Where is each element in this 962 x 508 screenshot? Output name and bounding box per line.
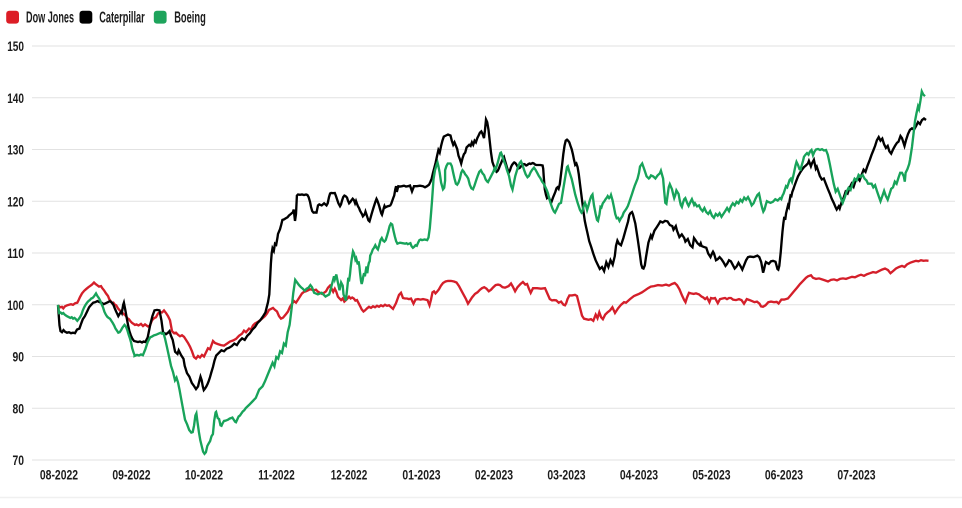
svg-text:70: 70 xyxy=(13,452,25,468)
svg-text:90: 90 xyxy=(13,349,25,365)
svg-text:80: 80 xyxy=(13,400,25,416)
svg-text:11-2022: 11-2022 xyxy=(258,466,295,482)
svg-text:110: 110 xyxy=(7,245,24,261)
svg-text:150: 150 xyxy=(7,38,24,54)
svg-text:120: 120 xyxy=(7,193,24,209)
svg-text:08-2022: 08-2022 xyxy=(40,466,78,482)
svg-text:Dow Jones: Dow Jones xyxy=(26,10,74,27)
svg-text:Caterpillar: Caterpillar xyxy=(99,10,145,27)
svg-text:09-2022: 09-2022 xyxy=(112,466,150,482)
svg-text:12-2022: 12-2022 xyxy=(331,466,368,482)
svg-text:140: 140 xyxy=(7,90,24,106)
svg-text:04-2023: 04-2023 xyxy=(620,466,658,482)
svg-text:100: 100 xyxy=(7,297,24,313)
svg-text:03-2023: 03-2023 xyxy=(547,466,585,482)
svg-text:01-2023: 01-2023 xyxy=(402,466,440,482)
svg-text:05-2023: 05-2023 xyxy=(692,466,730,482)
svg-text:06-2023: 06-2023 xyxy=(765,466,803,482)
svg-text:10-2022: 10-2022 xyxy=(185,466,223,482)
svg-text:02-2023: 02-2023 xyxy=(475,466,513,482)
svg-text:130: 130 xyxy=(7,142,24,158)
svg-text:Boeing: Boeing xyxy=(174,10,206,27)
svg-text:07-2023: 07-2023 xyxy=(837,466,875,482)
